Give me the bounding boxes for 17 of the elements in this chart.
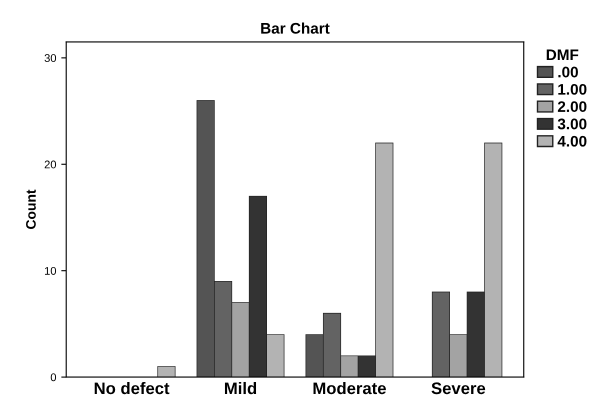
legend-title: DMF xyxy=(546,50,578,60)
x-tick-label: Mild xyxy=(224,382,256,394)
legend-label: .00 xyxy=(558,66,578,78)
legend-label: 3.00 xyxy=(558,118,586,130)
y-tick-label: 10 xyxy=(44,266,56,275)
y-tick-label: 30 xyxy=(44,54,56,62)
chart-title: Bar Chart xyxy=(261,22,330,34)
x-tick-label: Moderate xyxy=(314,382,386,394)
x-tick-label: No defect xyxy=(94,382,170,394)
legend-label: 1.00 xyxy=(558,84,586,95)
bar xyxy=(157,366,176,378)
x-tick-label: Severe xyxy=(432,382,486,394)
y-tick-label: 0 xyxy=(50,373,56,382)
y-axis-title: Count xyxy=(26,190,36,229)
legend-label: 2.00 xyxy=(558,101,586,112)
y-tick-label: 20 xyxy=(44,160,56,168)
legend-label: 4.00 xyxy=(558,136,586,147)
